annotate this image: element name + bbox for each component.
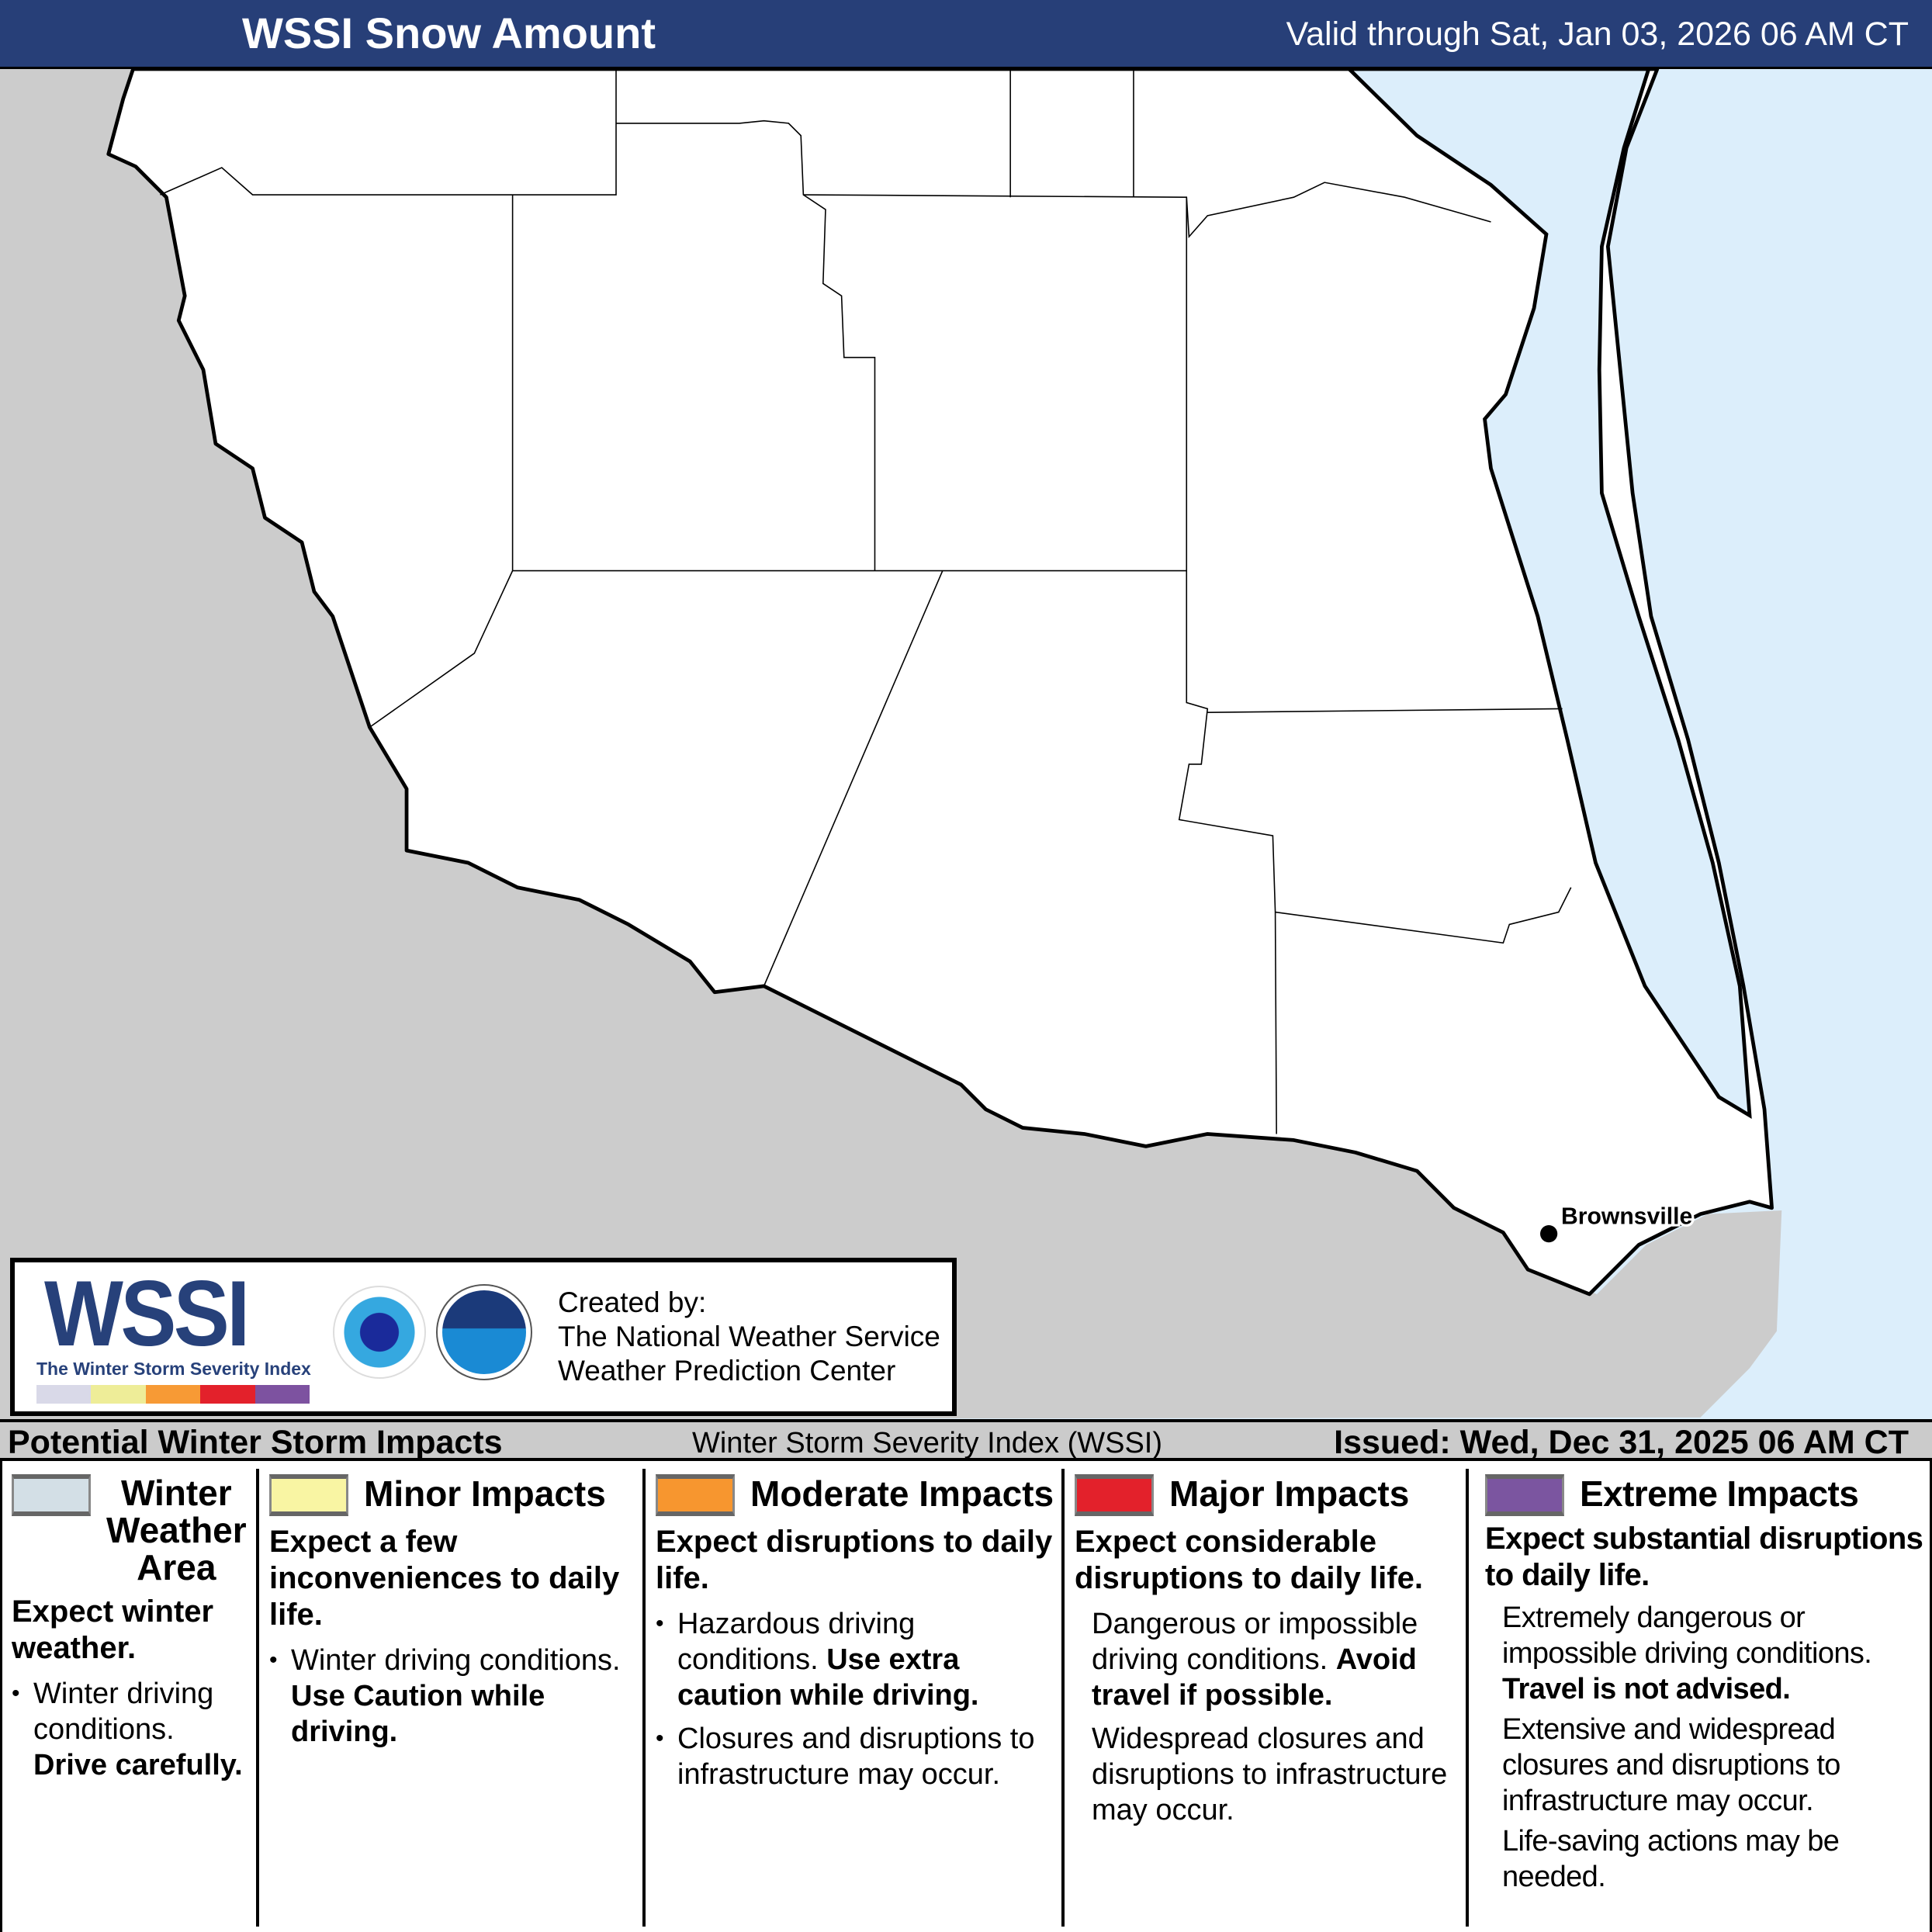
credit-line: Weather Prediction Center bbox=[558, 1355, 896, 1387]
legend-title: Potential Winter Storm Impacts bbox=[8, 1424, 503, 1461]
legend-extreme-impacts: Extreme Impacts Expect substantial disru… bbox=[1485, 1474, 1929, 1903]
legend-title-bar: Potential Winter Storm Impacts Winter St… bbox=[0, 1419, 1932, 1461]
detail-body: Hazardous driving conditions. Use extra … bbox=[677, 1606, 1058, 1713]
county-lines bbox=[160, 69, 1572, 1134]
credit-line: Created by: bbox=[558, 1286, 707, 1318]
valid-time: Valid through Sat, Jan 03, 2026 06 AM CT bbox=[1286, 16, 1909, 53]
legend-label: Winter Weather Area bbox=[106, 1474, 247, 1586]
detail-bold: Travel is not advised. bbox=[1502, 1673, 1791, 1705]
divider bbox=[1061, 1469, 1065, 1927]
detail-text: Winter driving conditions. bbox=[291, 1644, 621, 1677]
detail-body: Winter driving conditions. Use Caution w… bbox=[291, 1643, 640, 1750]
legend-detail: Dangerous or impossible driving conditio… bbox=[1075, 1606, 1463, 1713]
label-line: Area bbox=[137, 1547, 216, 1587]
swatch bbox=[12, 1474, 91, 1516]
scale-swatch bbox=[254, 1385, 310, 1404]
label-line: Winter bbox=[120, 1473, 232, 1513]
legend-detail: • Winter driving conditions. Drive carefu… bbox=[12, 1676, 252, 1783]
swatch bbox=[1075, 1474, 1154, 1516]
credit-line: The National Weather Service bbox=[558, 1321, 940, 1352]
legend-major-impacts: Major Impacts Expect considerable disrup… bbox=[1075, 1474, 1463, 1836]
header: WSSI Snow Amount Valid through Sat, Jan … bbox=[0, 0, 1932, 69]
credit-text: Created by: The National Weather Service… bbox=[558, 1286, 940, 1388]
legend-detail: • Winter driving conditions. Use Caution… bbox=[269, 1643, 640, 1750]
mexico-land bbox=[0, 69, 1782, 1420]
index-name: Winter Storm Severity Index (WSSI) bbox=[692, 1427, 1163, 1459]
detail-text: Closures and disruptions to infrastructu… bbox=[677, 1723, 1035, 1791]
legend-headline: Expect disruptions to daily life. bbox=[656, 1525, 1053, 1595]
map-title: WSSI Snow Amount bbox=[242, 9, 656, 57]
legend-headline: Expect a few inconveniences to daily lif… bbox=[269, 1525, 620, 1632]
legend-detail-2: Widespread closures and disruptions to i… bbox=[1092, 1723, 1448, 1826]
swatch bbox=[656, 1474, 735, 1516]
legend-detail: Extremely dangerous or impossible drivin… bbox=[1485, 1600, 1929, 1707]
noaa-seal-icon bbox=[436, 1284, 532, 1380]
legend-moderate-impacts: Moderate Impacts Expect disruptions to d… bbox=[656, 1474, 1058, 1800]
wssi-logo: WSSI bbox=[44, 1262, 250, 1366]
detail-body: Winter driving conditions. Drive carefull… bbox=[33, 1676, 252, 1783]
texas-land bbox=[106, 69, 1774, 1297]
detail-text: Hazardous driving conditions. bbox=[677, 1608, 916, 1676]
detail-text: Dangerous or impossible driving conditio… bbox=[1092, 1608, 1418, 1676]
legend-detail-2: • Closures and disruptions to infrastruc… bbox=[656, 1721, 1058, 1792]
bullet: • bbox=[12, 1681, 20, 1706]
divider bbox=[1466, 1469, 1469, 1927]
scale-swatch bbox=[36, 1385, 92, 1404]
legend-label: Minor Impacts bbox=[364, 1473, 606, 1514]
legend-detail-2: Extensive and widespread closures and di… bbox=[1502, 1713, 1840, 1817]
legend-headline: Expect considerable disruptions to daily… bbox=[1075, 1525, 1423, 1595]
legend-label: Extreme Impacts bbox=[1580, 1473, 1859, 1514]
scale-swatch bbox=[200, 1385, 255, 1404]
detail-bold: Drive carefully. bbox=[33, 1749, 243, 1781]
legend-header: Minor Impacts bbox=[269, 1474, 640, 1516]
label-line: Weather bbox=[106, 1510, 247, 1550]
detail-text: Extremely dangerous or impossible drivin… bbox=[1502, 1601, 1872, 1670]
wssi-color-scale bbox=[36, 1385, 310, 1404]
laguna-madre bbox=[1346, 69, 1752, 1120]
bullet: • bbox=[269, 1647, 278, 1673]
legend-label: Moderate Impacts bbox=[750, 1473, 1054, 1514]
bullet: • bbox=[656, 1726, 664, 1751]
detail-text: Winter driving conditions. bbox=[33, 1678, 214, 1746]
map: Brownsville bbox=[0, 69, 1932, 1420]
legend-detail-3: Life-saving actions may be needed. bbox=[1502, 1825, 1840, 1893]
issued-time: Issued: Wed, Dec 31, 2025 06 AM CT bbox=[1334, 1424, 1909, 1461]
legend-header: Moderate Impacts bbox=[656, 1474, 1058, 1516]
legend-header: Major Impacts bbox=[1075, 1474, 1463, 1516]
city-marker-brownsville bbox=[1540, 1225, 1558, 1243]
legend-header: Winter Weather Area bbox=[12, 1474, 252, 1586]
legend-minor-impacts: Minor Impacts Expect a few inconvenience… bbox=[269, 1474, 640, 1757]
divider bbox=[642, 1469, 646, 1927]
legend-label: Major Impacts bbox=[1169, 1473, 1410, 1514]
detail-bold: Use Caution while driving. bbox=[291, 1680, 545, 1748]
wssi-logo-subtitle: The Winter Storm Severity Index bbox=[36, 1359, 311, 1379]
swatch bbox=[1485, 1474, 1564, 1516]
detail-bold: Use extra caution while driving. bbox=[677, 1643, 979, 1712]
scale-swatch bbox=[91, 1385, 146, 1404]
legend-winter-weather-area: Winter Weather Area Expect winter weathe… bbox=[12, 1474, 252, 1791]
legend-headline: Expect winter weather. bbox=[12, 1594, 214, 1665]
nws-seal-icon bbox=[333, 1286, 426, 1379]
legend-headline: Expect substantial disruptions to daily … bbox=[1485, 1522, 1923, 1592]
swatch bbox=[269, 1474, 348, 1516]
bullet: • bbox=[656, 1611, 664, 1636]
detail-bold: Avoid travel if possible. bbox=[1092, 1643, 1417, 1712]
city-label-brownsville: Brownsville bbox=[1561, 1203, 1692, 1229]
scale-swatch bbox=[145, 1385, 201, 1404]
legend-header: Extreme Impacts bbox=[1485, 1474, 1929, 1516]
impact-legend: Winter Weather Area Expect winter weathe… bbox=[0, 1461, 1932, 1932]
legend-detail: • Hazardous driving conditions. Use extr… bbox=[656, 1606, 1058, 1713]
divider bbox=[256, 1469, 259, 1927]
credit-box: WSSI The Winter Storm Severity Index Cre… bbox=[10, 1258, 957, 1416]
